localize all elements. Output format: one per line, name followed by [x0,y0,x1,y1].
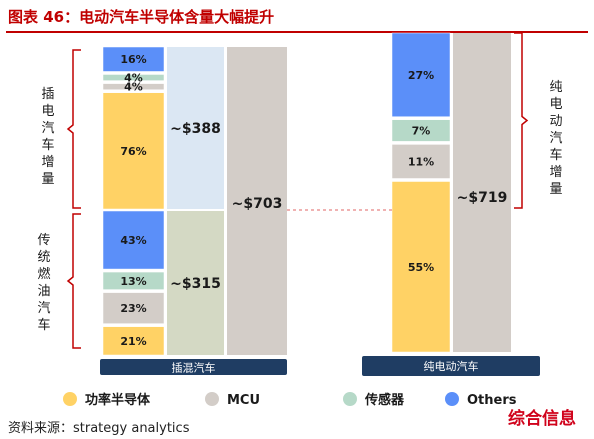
ice-segment-label: 23% [120,302,146,315]
bev-total-bar [453,33,511,352]
ice-amount-label: ~$315 [170,276,221,292]
bev-increment-segment-label: 11% [408,155,434,168]
right-side-label-char: 动 [549,114,562,129]
legend-swatch-MCU [205,392,219,406]
figure-title: 图表 46：电动汽车半导体含量大幅提升 [8,8,274,26]
left-top-side-label-char: 电 [41,104,54,119]
phev-increment-segment-功率半导体 [102,92,165,210]
phev-increment-segment-Others [102,46,165,72]
phev-category-label: 插混汽车 [172,361,216,375]
left-top-bracket [66,49,81,209]
right-bracket [514,32,529,209]
bev-increment-segment-传感器 [391,119,451,142]
left-bottom-side-label-char: 统 [37,250,50,265]
phev-total-bar [227,47,287,355]
phev-increment-amount-bar [167,47,224,209]
ice-segment-传感器 [102,271,165,290]
left-bottom-side-label-char: 汽 [37,301,50,316]
left-bottom-side-label-char: 燃 [37,266,50,282]
ice-segment-label: 13% [120,275,146,288]
bev-increment-segment-MCU [391,144,451,179]
bev-increment-segment-label: 7% [412,125,431,138]
phev-increment-amount-label: ~$388 [170,121,221,137]
bars-layer: 76% 4%4% 16% 21% 23% 13% 43% ~$388 ~$315 ~$703 插混汽… [100,32,540,376]
legend-swatch-Others [445,392,459,406]
right-side-label-char: 量 [549,182,562,197]
right-side-label-char: 增 [549,165,562,180]
bev-increment-segment-label: 27% [408,69,434,82]
ice-segment-Others [102,210,165,270]
source-note: 资料来源：strategy analytics [8,421,190,436]
left-top-side-label-char: 量 [41,172,54,187]
right-side-label-char: 电 [549,97,562,112]
watermark-text: 综合信息 [508,408,576,429]
phev-increment-segment-label: 16% [120,53,146,66]
left-bottom-side-label-char: 传 [37,233,50,248]
left-bottom-side-label-char: 车 [37,317,50,333]
right-side-label-char: 汽 [549,131,562,146]
bev-increment-segment-功率半导体 [391,181,451,353]
bev-total-label: ~$719 [457,190,508,206]
bev-category-label: 纯电动汽车 [424,359,479,373]
left-top-side-label-char: 汽 [41,121,54,136]
left-bottom-bracket [66,213,81,349]
left-top-side-label-char: 插 [41,87,54,102]
left-top-side-label-char: 车 [41,137,54,153]
legend-label: 传感器 [364,392,405,408]
phev-increment-segment-MCU [102,83,165,90]
phev-increment-segment-传感器 [102,74,165,81]
ice-amount-bar [167,211,224,355]
right-side-label-char: 纯 [549,80,562,95]
bev-category-box [362,356,540,376]
legend-label: Others [467,393,517,408]
bev-increment-segment-label: 55% [408,261,434,274]
bev-increment-segment-Others [391,32,451,117]
left-bottom-side-label-char: 油 [37,284,50,299]
phev-increment-segment-label: 4% [124,81,143,94]
phev-increment-segment-label: 4% [124,72,143,85]
legend-swatch-功率半导体 [63,392,77,406]
left-top-side-label-char: 增 [41,155,54,170]
ice-segment-label: 21% [120,335,146,348]
legend-swatch-传感器 [343,392,357,406]
phev-category-box [100,359,287,375]
right-side-label-char: 车 [549,147,562,163]
ice-segment-label: 43% [120,234,146,247]
legend-label: MCU [227,393,260,408]
phev-increment-segment-label: 76% [120,145,146,158]
legend-label: 功率半导体 [85,392,151,408]
legend: 功率半导体 MCU 传感器 Others [63,392,517,408]
ice-segment-功率半导体 [102,326,165,356]
ice-segment-MCU [102,292,165,324]
phev-total-label: ~$703 [232,196,283,212]
